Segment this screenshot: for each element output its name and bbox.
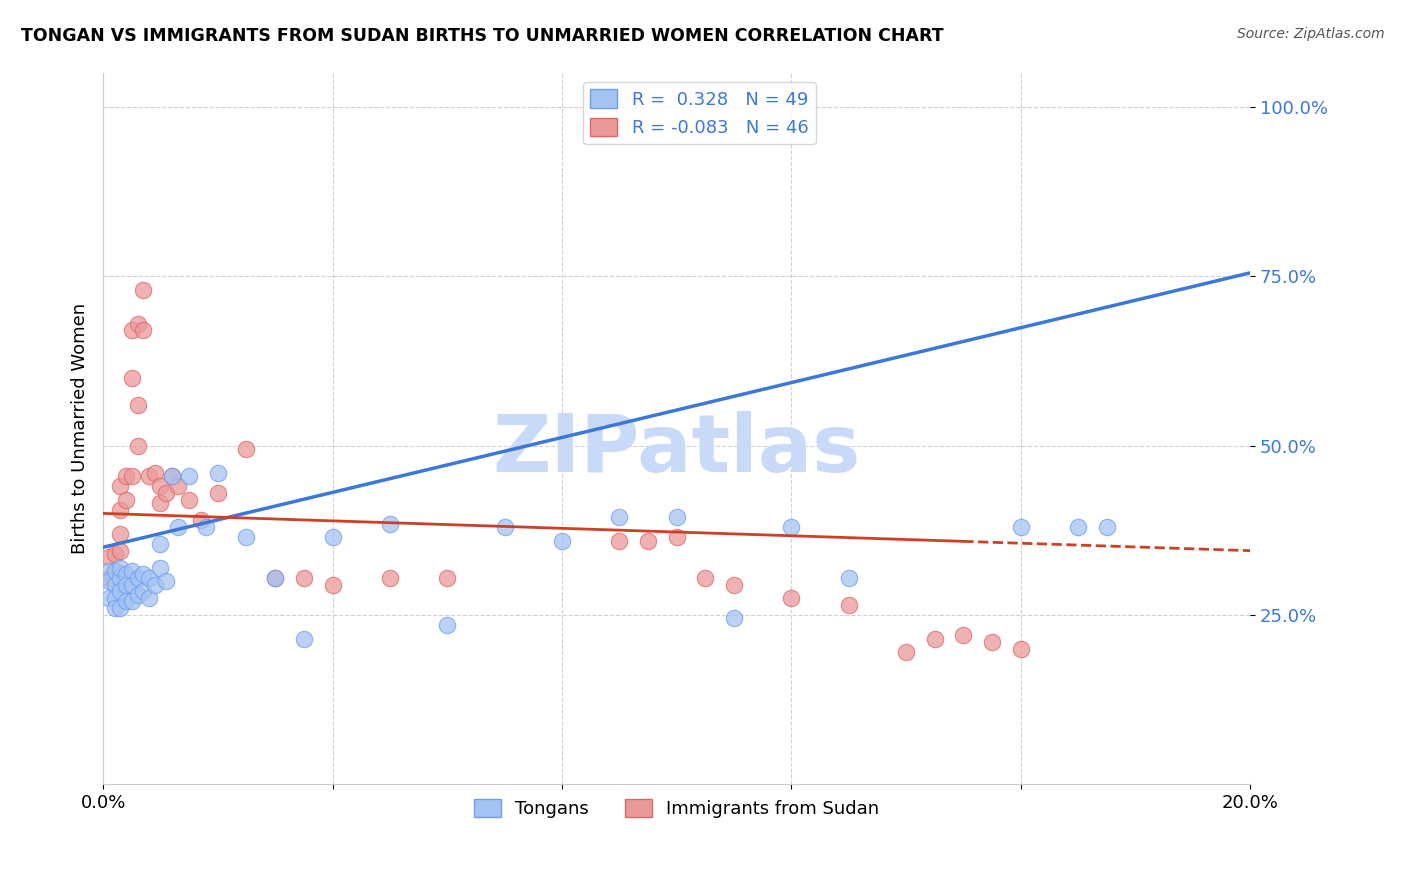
Point xyxy=(155,574,177,589)
Point xyxy=(780,520,803,534)
Point xyxy=(127,439,149,453)
Point xyxy=(104,564,127,578)
Point xyxy=(110,601,132,615)
Point xyxy=(127,588,149,602)
Point xyxy=(1010,641,1032,656)
Point xyxy=(121,371,143,385)
Point xyxy=(160,469,183,483)
Point xyxy=(132,567,155,582)
Point xyxy=(264,571,287,585)
Point xyxy=(121,564,143,578)
Point xyxy=(97,564,120,578)
Point xyxy=(121,594,143,608)
Point xyxy=(207,466,229,480)
Point xyxy=(1095,520,1118,534)
Point xyxy=(104,547,127,561)
Point xyxy=(190,513,212,527)
Point xyxy=(149,496,172,510)
Point xyxy=(378,516,401,531)
Point xyxy=(981,635,1004,649)
Point xyxy=(166,520,188,534)
Point xyxy=(121,577,143,591)
Text: Source: ZipAtlas.com: Source: ZipAtlas.com xyxy=(1237,27,1385,41)
Point xyxy=(665,509,688,524)
Point xyxy=(179,469,201,483)
Point xyxy=(110,584,132,599)
Text: TONGAN VS IMMIGRANTS FROM SUDAN BIRTHS TO UNMARRIED WOMEN CORRELATION CHART: TONGAN VS IMMIGRANTS FROM SUDAN BIRTHS T… xyxy=(21,27,943,45)
Y-axis label: Births to Unmarried Women: Births to Unmarried Women xyxy=(72,303,89,554)
Point xyxy=(127,398,149,412)
Point xyxy=(924,632,946,646)
Point xyxy=(110,479,132,493)
Point xyxy=(115,594,138,608)
Point xyxy=(494,520,516,534)
Point xyxy=(110,571,132,585)
Point xyxy=(138,469,160,483)
Point xyxy=(155,486,177,500)
Point xyxy=(235,442,257,456)
Point xyxy=(637,533,659,548)
Point xyxy=(110,526,132,541)
Text: ZIPatlas: ZIPatlas xyxy=(492,411,860,489)
Point xyxy=(110,543,132,558)
Point xyxy=(149,479,172,493)
Point xyxy=(695,571,717,585)
Point xyxy=(894,645,917,659)
Point xyxy=(1067,520,1090,534)
Point xyxy=(132,323,155,337)
Point xyxy=(104,564,127,578)
Legend: Tongans, Immigrants from Sudan: Tongans, Immigrants from Sudan xyxy=(467,791,887,825)
Point xyxy=(952,628,974,642)
Point xyxy=(143,466,166,480)
Point xyxy=(607,533,630,548)
Point xyxy=(127,317,149,331)
Point xyxy=(104,601,127,615)
Point xyxy=(115,469,138,483)
Point xyxy=(378,571,401,585)
Point xyxy=(138,571,160,585)
Point xyxy=(264,571,287,585)
Point xyxy=(436,618,458,632)
Point xyxy=(149,560,172,574)
Point xyxy=(160,469,183,483)
Point xyxy=(723,577,745,591)
Point xyxy=(97,571,120,585)
Point xyxy=(132,584,155,599)
Point xyxy=(780,591,803,606)
Point xyxy=(321,530,343,544)
Point xyxy=(235,530,257,544)
Point xyxy=(121,469,143,483)
Point xyxy=(436,571,458,585)
Point xyxy=(149,537,172,551)
Point xyxy=(195,520,218,534)
Point xyxy=(1010,520,1032,534)
Point xyxy=(121,323,143,337)
Point xyxy=(110,503,132,517)
Point xyxy=(607,509,630,524)
Point xyxy=(723,611,745,625)
Point xyxy=(207,486,229,500)
Point xyxy=(132,283,155,297)
Point xyxy=(838,598,860,612)
Point xyxy=(97,591,120,606)
Point xyxy=(551,533,574,548)
Point xyxy=(110,560,132,574)
Point xyxy=(138,591,160,606)
Point xyxy=(104,577,127,591)
Point xyxy=(115,567,138,582)
Point xyxy=(292,632,315,646)
Point xyxy=(179,492,201,507)
Point xyxy=(292,571,315,585)
Point xyxy=(104,591,127,606)
Point xyxy=(166,479,188,493)
Point xyxy=(115,577,138,591)
Point xyxy=(115,492,138,507)
Point xyxy=(143,577,166,591)
Point xyxy=(97,574,120,589)
Point xyxy=(321,577,343,591)
Point xyxy=(665,530,688,544)
Point xyxy=(127,571,149,585)
Point xyxy=(838,571,860,585)
Point xyxy=(97,550,120,565)
